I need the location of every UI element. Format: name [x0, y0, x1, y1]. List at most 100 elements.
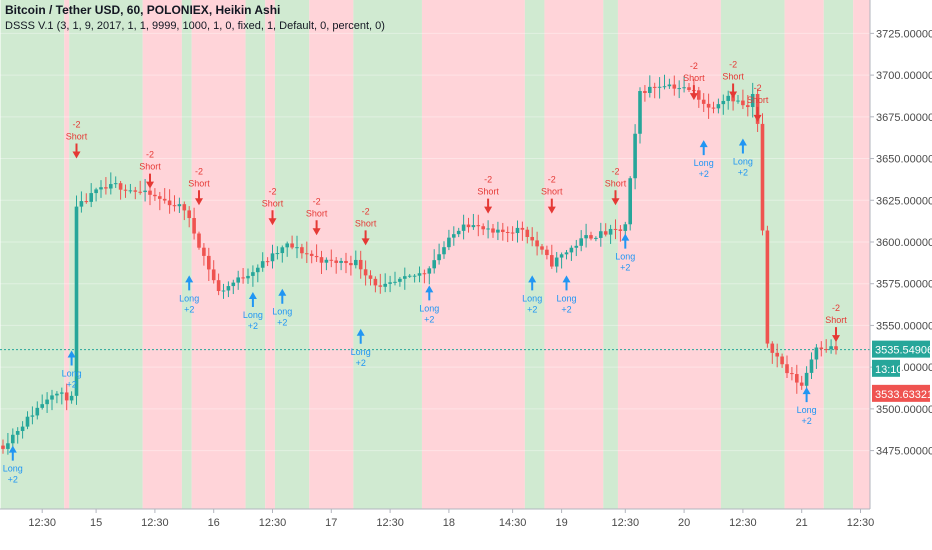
x-tick-label: 12:30 — [729, 517, 757, 529]
short-arrow-icon — [611, 190, 620, 206]
candle-body — [814, 347, 819, 360]
candle-body — [829, 346, 833, 350]
regime-band — [0, 0, 65, 509]
candle-body — [162, 198, 167, 201]
candle-body — [574, 245, 579, 248]
candle-body — [824, 349, 828, 351]
short-label: Short — [605, 178, 627, 188]
short-amount: -2 — [832, 303, 840, 313]
short-label: Short — [683, 73, 705, 83]
short-arrow-icon — [729, 83, 738, 99]
candle-body — [290, 243, 294, 248]
short-amount: -2 — [268, 186, 276, 196]
y-tick-label: 3550.00000000 — [876, 320, 932, 332]
short-amount: -2 — [690, 61, 698, 71]
candle-body — [496, 229, 500, 233]
candle-body — [834, 346, 838, 350]
candle-body — [613, 228, 618, 230]
x-tick-label: 12:30 — [847, 517, 875, 529]
long-label: Long — [419, 303, 439, 313]
candle-body — [167, 200, 172, 206]
long-label: Long — [615, 252, 635, 262]
candle-body — [363, 269, 368, 276]
short-label: Short — [306, 208, 328, 218]
short-amount: -2 — [146, 150, 154, 160]
short-amount: -2 — [484, 175, 492, 185]
long-amount: +2 — [738, 168, 748, 178]
candle-body — [280, 247, 285, 254]
candle-body — [60, 392, 64, 394]
long-arrow-icon — [621, 233, 630, 249]
regime-band — [142, 0, 182, 509]
x-tick-label: 12:30 — [28, 517, 56, 529]
candle-body — [354, 259, 358, 266]
candle-body — [50, 395, 54, 400]
candle-body — [795, 374, 799, 383]
candle-body — [437, 254, 441, 261]
candle-body — [270, 253, 275, 262]
candle-body — [104, 187, 108, 189]
candle-body — [726, 95, 730, 101]
candle-body — [329, 259, 334, 261]
short-amount: -2 — [611, 166, 619, 176]
candle-body — [584, 235, 588, 239]
regime-band — [784, 0, 824, 509]
candle-body — [319, 257, 324, 263]
candle-body — [153, 194, 157, 197]
long-amount: +2 — [699, 169, 709, 179]
candle-body — [760, 123, 765, 231]
candle-body — [143, 190, 147, 193]
candle-body — [643, 91, 647, 93]
candle-body — [741, 100, 745, 106]
x-tick-label: 20 — [678, 517, 690, 529]
short-amount: -2 — [313, 196, 321, 206]
candle-body — [344, 260, 348, 264]
candle-body — [35, 407, 40, 416]
candle-body — [422, 273, 427, 275]
short-amount: -2 — [548, 175, 556, 185]
candle-body — [775, 352, 779, 357]
long-amount: +2 — [801, 416, 811, 426]
candle-body — [623, 224, 628, 231]
y-tick-label: 3500.00000000 — [876, 404, 932, 416]
candle-body — [324, 259, 329, 263]
long-amount: +2 — [527, 304, 537, 314]
candle-body — [456, 230, 461, 235]
long-label: Long — [797, 405, 817, 415]
short-arrow-icon — [268, 210, 277, 226]
short-label: Short — [139, 162, 161, 172]
indicator-label: DSSS V.1 (3, 1, 9, 2017, 1, 1, 9999, 100… — [5, 20, 385, 32]
candle-body — [550, 255, 554, 267]
candle-body — [407, 275, 412, 277]
candle-body — [113, 183, 118, 185]
candle-body — [510, 232, 515, 234]
candle-body — [505, 231, 510, 233]
long-label: Long — [733, 157, 753, 167]
candle-body — [94, 189, 98, 194]
candle-body — [349, 263, 353, 266]
candle-body — [687, 87, 691, 91]
candle-body — [241, 277, 245, 279]
x-tick-label: 17 — [325, 517, 337, 529]
y-axis[interactable]: 3475.000000003500.000000003525.000000003… — [870, 28, 932, 458]
candle-body — [202, 247, 206, 256]
x-axis[interactable]: 12:30 15 12:30 16 12:30 17 12:30 18 14:30 19 12:30… — [28, 509, 874, 529]
candle-body — [652, 86, 657, 88]
candle-body — [731, 95, 735, 102]
candle-body — [476, 225, 481, 227]
price-badge-label: 3535.54906308 — [875, 345, 932, 357]
candle-body — [15, 431, 20, 435]
candle-body — [780, 356, 784, 365]
candle-body — [638, 91, 642, 134]
candle-body — [466, 224, 471, 228]
long-label: Long — [3, 464, 23, 474]
candle-body — [6, 443, 10, 449]
candle-body — [501, 229, 505, 232]
candle-body — [648, 86, 652, 93]
candle-body — [799, 382, 804, 386]
candle-body — [109, 184, 113, 189]
long-arrow-icon — [185, 275, 194, 291]
candle-body — [398, 278, 402, 282]
candle-body — [633, 133, 637, 179]
